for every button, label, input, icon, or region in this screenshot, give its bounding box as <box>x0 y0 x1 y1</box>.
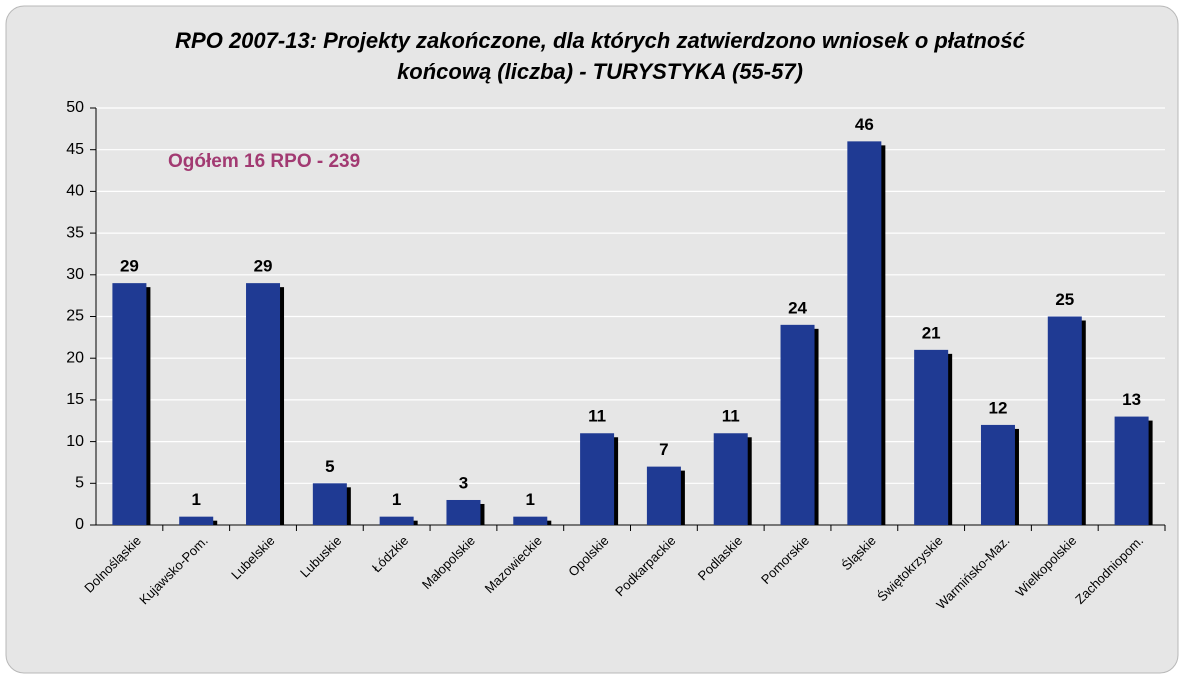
y-tick-label: 0 <box>75 516 84 533</box>
chart-title: końcową (liczba) - TURYSTYKA (55-57) <box>397 59 803 84</box>
bar <box>513 516 548 525</box>
value-label: 21 <box>922 323 941 342</box>
bar <box>446 499 481 525</box>
bar <box>980 424 1015 525</box>
value-label: 25 <box>1055 290 1074 309</box>
value-label: 11 <box>588 407 606 426</box>
annotation: Ogółem 16 RPO - 239 <box>168 151 360 172</box>
chart-title: RPO 2007-13: Projekty zakończone, dla kt… <box>175 28 1025 53</box>
value-label: 29 <box>254 257 273 276</box>
value-label: 46 <box>855 115 874 134</box>
bar <box>379 516 414 525</box>
value-label: 13 <box>1122 390 1141 409</box>
bar <box>1114 416 1149 525</box>
value-label: 1 <box>392 490 401 509</box>
bar <box>646 466 681 525</box>
y-tick-label: 20 <box>66 349 84 366</box>
bar <box>179 516 214 525</box>
y-tick-label: 10 <box>66 433 84 450</box>
bar <box>580 433 615 525</box>
y-tick-label: 35 <box>66 224 84 241</box>
bar <box>914 349 949 525</box>
value-label: 1 <box>526 490 535 509</box>
y-tick-label: 45 <box>66 141 84 158</box>
bar <box>780 324 815 525</box>
value-label: 1 <box>191 490 200 509</box>
y-tick-label: 40 <box>66 183 84 200</box>
y-tick-label: 25 <box>66 308 84 325</box>
value-label: 12 <box>989 398 1008 417</box>
bar <box>112 283 147 525</box>
y-tick-label: 5 <box>75 475 84 492</box>
bar <box>847 141 882 526</box>
y-tick-label: 50 <box>66 99 84 116</box>
value-label: 7 <box>659 440 668 459</box>
bar <box>713 433 748 525</box>
value-label: 5 <box>325 457 334 476</box>
y-tick-label: 30 <box>66 266 84 283</box>
value-label: 29 <box>120 257 139 276</box>
panel <box>5 5 1179 674</box>
bar <box>246 283 281 525</box>
bar <box>1047 316 1082 525</box>
value-label: 3 <box>459 473 468 492</box>
bar <box>312 483 347 525</box>
y-tick-label: 15 <box>66 391 84 408</box>
value-label: 24 <box>788 298 807 317</box>
value-label: 11 <box>722 407 740 426</box>
